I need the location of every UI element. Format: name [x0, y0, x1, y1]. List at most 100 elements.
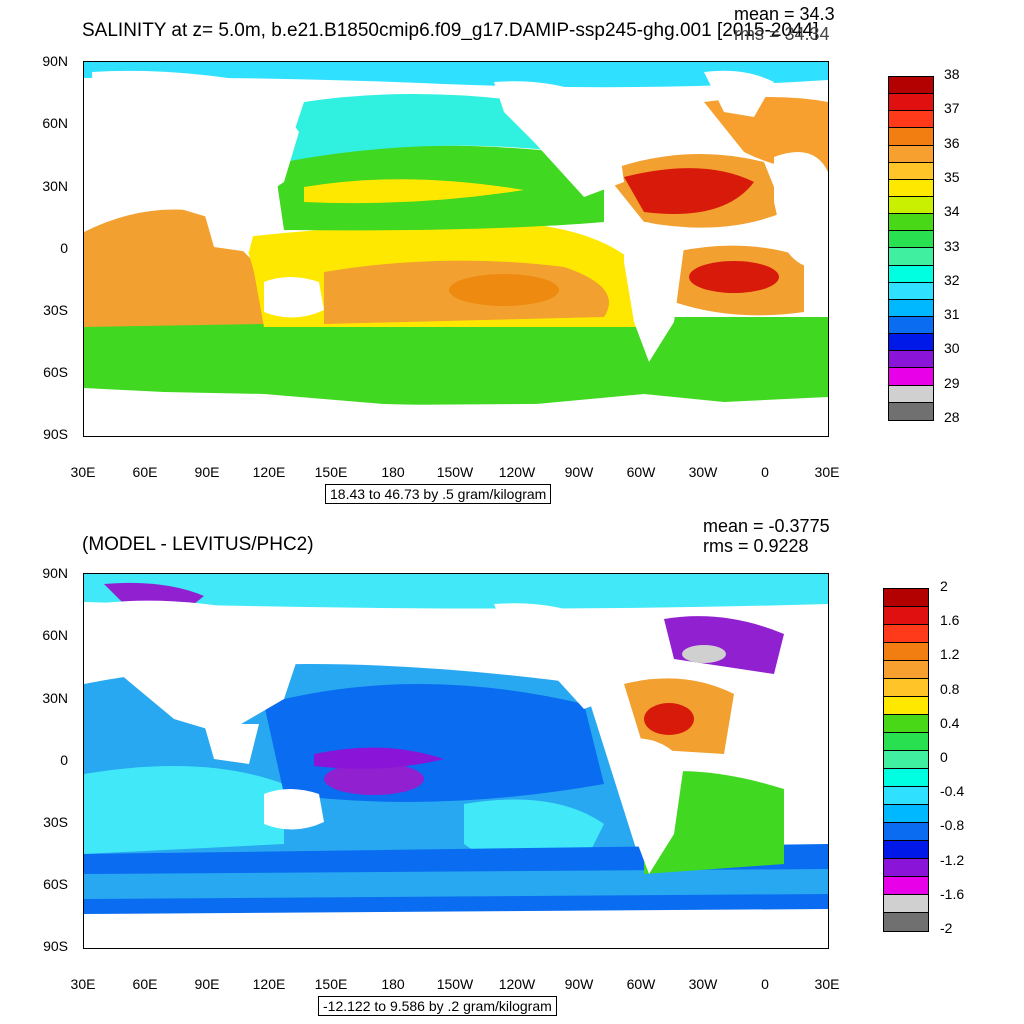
- panel1-lat-label: 90S: [43, 426, 68, 442]
- panel1-map-field: [84, 62, 828, 436]
- colorbar-label: 29: [944, 374, 960, 391]
- colorbar-swatch: [889, 282, 933, 300]
- panel2-lat-label: 60S: [43, 876, 68, 892]
- colorbar-label: -0.8: [940, 817, 965, 834]
- colorbar-label: 35: [944, 168, 960, 185]
- colorbar-swatch: [884, 823, 928, 841]
- colorbar-swatch: [884, 661, 928, 679]
- colorbar-swatch: [884, 841, 928, 859]
- panel2-lon-label: 30W: [688, 976, 718, 992]
- panel2-colorbar-labels: 2 1.6 1.2 0.8 0.4 0 -0.4 -0.8 -1.2 -1.6 -2: [940, 578, 984, 940]
- colorbar-label: 37: [944, 100, 960, 117]
- colorbar-swatch: [889, 145, 933, 163]
- colorbar-label: 0.4: [940, 714, 960, 731]
- panel2-lon-label: 60E: [132, 976, 158, 992]
- colorbar-swatch: [889, 94, 933, 112]
- colorbar-swatch: [889, 196, 933, 215]
- colorbar-label: 28: [944, 409, 960, 425]
- colorbar-label: 38: [944, 66, 960, 82]
- panel1-lat-label: 30S: [43, 302, 68, 318]
- colorbar-swatch: [884, 805, 928, 823]
- colorbar-swatch: [889, 299, 933, 317]
- colorbar-swatch: [884, 895, 928, 913]
- panel2-lon-label: 30E: [70, 976, 96, 992]
- colorbar-swatch: [884, 787, 928, 805]
- panel1-lon-label: 180: [381, 464, 405, 480]
- panel1-lon-label: 60W: [626, 464, 656, 480]
- panel1-lon-label: 120E: [252, 464, 286, 480]
- panel1-lon-label: 150W: [436, 464, 474, 480]
- panel2-lat-label: 30N: [42, 690, 68, 706]
- panel2-map: [83, 573, 829, 949]
- panel2-lat-label: 0: [60, 752, 68, 768]
- panel1-lon-label: 150E: [314, 464, 348, 480]
- panel1-lat-label: 30N: [42, 178, 68, 194]
- colorbar-swatch: [889, 248, 933, 266]
- colorbar-swatch: [884, 697, 928, 715]
- panel2-lon-label: 120W: [498, 976, 536, 992]
- colorbar-swatch: [884, 769, 928, 787]
- panel2-lon-label: 120E: [252, 976, 286, 992]
- panel1-lon-label: 90E: [194, 464, 220, 480]
- colorbar-swatch: [884, 877, 928, 895]
- panel1-title: SALINITY at z= 5.0m, b.e21.B1850cmip6.f0…: [82, 20, 819, 41]
- colorbar-label: 1.6: [940, 612, 960, 629]
- colorbar-label: -0.4: [940, 783, 965, 800]
- panel1-lon-label: 30W: [688, 464, 718, 480]
- colorbar-swatch: [884, 643, 928, 661]
- panel2-lon-label: 60W: [626, 976, 656, 992]
- colorbar-label: -1.2: [940, 851, 965, 868]
- panel1-colorbar: [888, 76, 934, 421]
- colorbar-label: 0: [940, 749, 948, 765]
- panel2-lon-label: 30E: [814, 976, 840, 992]
- panel1-lon-label: 30E: [814, 464, 840, 480]
- colorbar-label: 36: [944, 134, 960, 151]
- colorbar-swatch: [889, 231, 933, 249]
- panel2-lon-label: 180: [381, 976, 405, 992]
- colorbar-label: 33: [944, 237, 960, 254]
- colorbar-swatch: [889, 334, 933, 352]
- colorbar-swatch: [889, 265, 933, 283]
- colorbar-swatch: [884, 859, 928, 877]
- colorbar-swatch: [889, 111, 933, 129]
- panel1-colorbar-labels: 38 37 36 35 34 33 32 31 30 29 28: [944, 66, 984, 429]
- colorbar-label: 31: [944, 306, 960, 323]
- colorbar-swatch: [889, 77, 933, 95]
- panel1-map: [83, 61, 829, 437]
- colorbar-label: 30: [944, 340, 960, 357]
- colorbar-label: -2: [940, 920, 953, 936]
- colorbar-swatch: [884, 913, 928, 931]
- panel2-title: (MODEL - LEVITUS/PHC2): [82, 534, 314, 555]
- panel1-lon-label: 30E: [70, 464, 96, 480]
- panel2-colorbar: [883, 588, 929, 932]
- colorbar-swatch: [889, 368, 933, 386]
- panel1-lon-label: 60E: [132, 464, 158, 480]
- panel2-lat-label: 60N: [42, 627, 68, 643]
- panel2-lon-label: 150W: [436, 976, 474, 992]
- panel2-map-field: [84, 574, 828, 948]
- colorbar-label: 2: [940, 578, 948, 594]
- panel1-contour-info: 18.43 to 46.73 by .5 gram/kilogram: [325, 484, 552, 504]
- panel2-lat-label: 90N: [42, 565, 68, 581]
- panel2-lat-label: 30S: [43, 814, 68, 830]
- colorbar-swatch: [889, 162, 933, 180]
- colorbar-swatch: [884, 679, 928, 697]
- panel1-mean: mean = 34.3: [734, 4, 835, 24]
- panel1-lon-label: 90W: [564, 464, 594, 480]
- panel1-lon-label: 0: [761, 464, 769, 480]
- colorbar-swatch: [884, 625, 928, 643]
- colorbar-swatch: [884, 589, 928, 607]
- panel2-lat-label: 90S: [43, 938, 68, 954]
- colorbar-label: 34: [944, 203, 960, 220]
- panel2-contour-info: -12.122 to 9.586 by .2 gram/kilogram: [318, 996, 557, 1016]
- colorbar-swatch: [884, 751, 928, 769]
- panel1-lon-label: 120W: [498, 464, 536, 480]
- colorbar-swatch: [884, 733, 928, 751]
- panel2-lon-label: 90E: [194, 976, 220, 992]
- colorbar-swatch: [889, 128, 933, 146]
- panel2-lon-label: 150E: [314, 976, 348, 992]
- panel1-lat-label: 0: [60, 240, 68, 256]
- colorbar-label: 0.8: [940, 680, 960, 697]
- colorbar-swatch: [884, 607, 928, 625]
- panel1-lat-label: 90N: [42, 53, 68, 69]
